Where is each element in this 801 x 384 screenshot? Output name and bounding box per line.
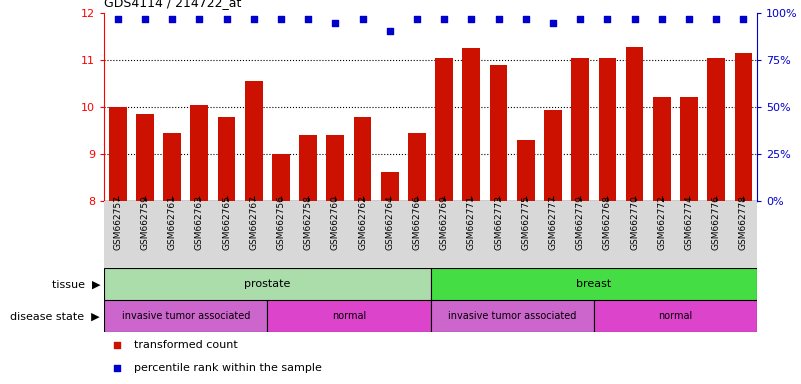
Point [519,16,532,22]
Point [543,214,556,220]
Text: disease state  ▶: disease state ▶ [10,311,100,321]
Bar [272,154,290,201]
Text: breast: breast [576,279,611,290]
Bar [104,268,430,300]
Point [628,16,641,22]
Bar [381,172,399,201]
Point [411,16,424,22]
Bar [707,58,725,201]
Bar [435,58,453,201]
Text: percentile rank within the sample: percentile rank within the sample [134,363,321,374]
Point [682,16,695,22]
Point [220,16,233,22]
Point [492,16,505,22]
Bar [598,58,616,201]
Bar [626,47,643,201]
Point [193,16,206,22]
Bar [431,268,757,300]
Bar [327,136,344,201]
Bar [431,300,594,332]
Point [166,16,179,22]
Bar [517,140,534,201]
Bar [300,136,317,201]
Point [543,2,556,8]
Bar [680,97,698,201]
Bar [191,105,208,201]
Text: normal: normal [658,311,693,321]
Bar [489,65,507,201]
Point [737,16,750,22]
Point [465,16,477,22]
Bar [163,133,181,201]
Bar [408,133,426,201]
Point [275,16,288,22]
Bar [544,111,562,201]
Point [248,16,260,22]
Bar [218,118,235,201]
Text: transformed count: transformed count [134,340,237,350]
Point [655,16,668,22]
Point [710,16,723,22]
Bar [109,107,127,201]
Bar [735,53,752,201]
Bar [104,300,268,332]
Text: prostate: prostate [244,279,291,290]
Point [546,20,559,26]
Bar [136,114,154,201]
Bar [571,58,589,201]
Point [139,16,151,22]
Bar [268,300,431,332]
Point [302,16,315,22]
Text: normal: normal [332,311,366,321]
Text: invasive tumor associated: invasive tumor associated [122,311,250,321]
Bar [653,97,670,201]
Point [574,16,586,22]
Point [329,20,342,26]
Text: GDS4114 / 214722_at: GDS4114 / 214722_at [104,0,242,9]
Text: tissue  ▶: tissue ▶ [51,279,100,290]
Point [437,16,450,22]
Point [111,16,124,22]
Bar [354,118,372,201]
Bar [594,300,757,332]
Text: invasive tumor associated: invasive tumor associated [448,311,577,321]
Point [356,16,369,22]
Bar [462,48,480,201]
Point [601,16,614,22]
Point [384,28,396,34]
Bar [245,81,263,201]
